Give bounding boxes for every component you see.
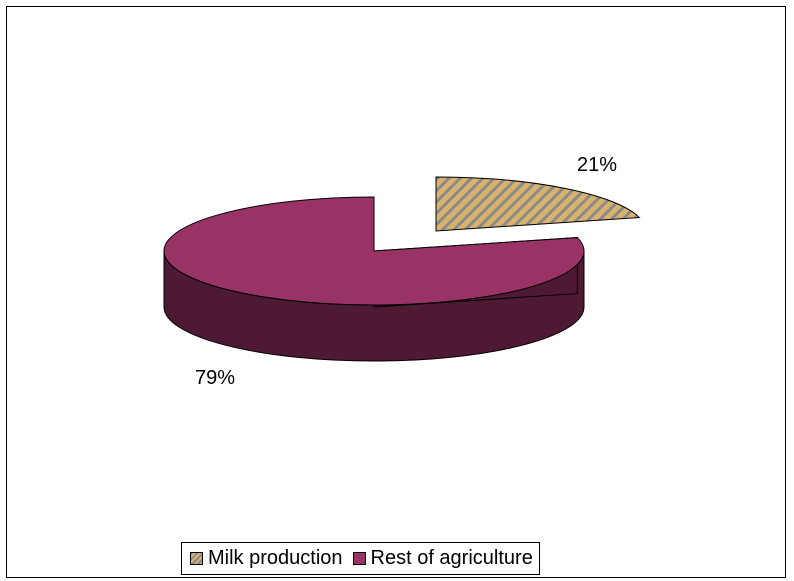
pie-slice-rest-of-agriculture [163,196,585,362]
pie-top-rest-of-agriculture [163,196,585,306]
legend-label-rest-of-agriculture: Rest of agriculture [370,547,533,569]
legend-swatch-milk-production [190,552,203,565]
legend: Milk production Rest of agriculture [181,542,540,575]
legend-item-rest-of-agriculture: Rest of agriculture [352,547,533,570]
data-label-rest-of-agriculture: 79% [195,367,235,389]
chart-frame: 21% 79% Milk production Rest of agricultu… [6,6,786,578]
legend-label-milk-production: Milk production [208,547,343,569]
data-label-milk-production: 21% [577,154,617,176]
legend-item-milk-production: Milk production [190,547,343,570]
legend-swatch-rest-of-agriculture [352,552,366,565]
pie-chart: 21% 79% [163,154,641,389]
pie-top-milk-production [435,176,641,232]
pie-slice-milk-production [435,176,641,232]
